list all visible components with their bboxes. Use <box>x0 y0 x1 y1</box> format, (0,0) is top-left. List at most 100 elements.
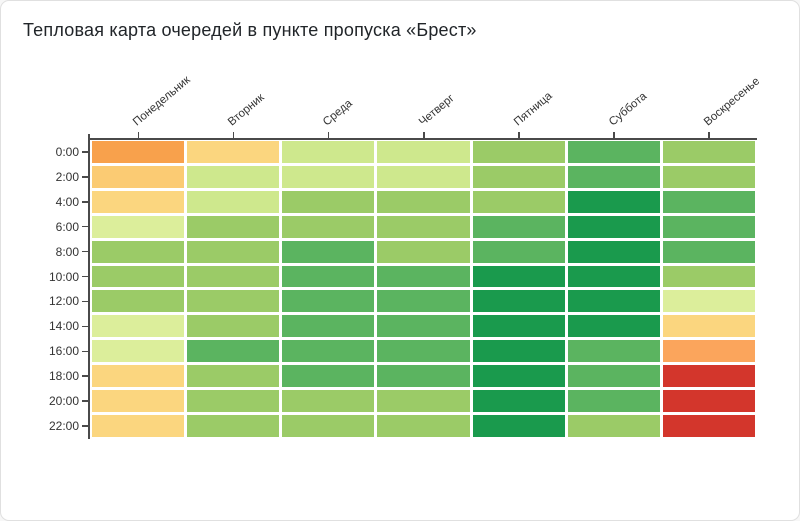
heatmap-cell[interactable] <box>472 240 565 263</box>
heatmap-cell[interactable] <box>662 215 755 238</box>
heatmap-cell[interactable] <box>377 165 470 188</box>
heatmap-cell[interactable] <box>187 141 280 163</box>
y-axis-tick <box>82 325 88 328</box>
heatmap-cell[interactable] <box>377 215 470 238</box>
heatmap-cell[interactable] <box>662 165 755 188</box>
heatmap-cell[interactable] <box>282 390 375 413</box>
heatmap-cell[interactable] <box>92 340 185 363</box>
heatmap-cell[interactable] <box>282 290 375 313</box>
heatmap-cell[interactable] <box>187 315 280 338</box>
heatmap-cell[interactable] <box>282 265 375 288</box>
heatmap-cell[interactable] <box>472 340 565 363</box>
heatmap-cell[interactable] <box>662 190 755 213</box>
heatmap-cell[interactable] <box>92 165 185 188</box>
x-axis-label: Воскресенье <box>701 75 763 129</box>
heatmap-cell[interactable] <box>187 365 280 388</box>
heatmap-cell[interactable] <box>662 290 755 313</box>
heatmap-cell[interactable] <box>472 415 565 437</box>
heatmap-cell[interactable] <box>92 290 185 313</box>
heatmap-cell[interactable] <box>567 340 660 363</box>
heatmap-cell[interactable] <box>92 240 185 263</box>
heatmap-cell[interactable] <box>92 315 185 338</box>
heatmap-cell[interactable] <box>567 265 660 288</box>
heatmap-cell[interactable] <box>567 190 660 213</box>
heatmap-cell[interactable] <box>662 340 755 363</box>
heatmap-cell[interactable] <box>567 415 660 437</box>
y-axis-label: 18:00 <box>48 369 79 384</box>
heatmap-cell[interactable] <box>377 290 470 313</box>
heatmap-cell[interactable] <box>662 365 755 388</box>
x-axis-tick <box>137 132 140 138</box>
y-axis-tick <box>82 250 88 253</box>
heatmap-cell[interactable] <box>567 365 660 388</box>
y-axis-label: 2:00 <box>55 169 79 184</box>
heatmap-cell[interactable] <box>377 340 470 363</box>
heatmap-cell[interactable] <box>662 415 755 437</box>
heatmap-cell[interactable] <box>472 290 565 313</box>
heatmap-cell[interactable] <box>282 240 375 263</box>
heatmap-cell[interactable] <box>472 141 565 163</box>
heatmap-cell[interactable] <box>187 240 280 263</box>
y-axis-tick <box>82 350 88 353</box>
heatmap-cell[interactable] <box>472 265 565 288</box>
y-axis-label: 20:00 <box>48 394 79 409</box>
heatmap-cell[interactable] <box>662 240 755 263</box>
heatmap-cell[interactable] <box>567 390 660 413</box>
heatmap-cell[interactable] <box>472 165 565 188</box>
heatmap-cell[interactable] <box>92 365 185 388</box>
heatmap-cell[interactable] <box>567 290 660 313</box>
heatmap-cell[interactable] <box>187 265 280 288</box>
heatmap-cell[interactable] <box>567 215 660 238</box>
heatmap-cell[interactable] <box>187 165 280 188</box>
heatmap-cell[interactable] <box>282 365 375 388</box>
heatmap-cell[interactable] <box>377 365 470 388</box>
heatmap-cell[interactable] <box>187 390 280 413</box>
heatmap-cell[interactable] <box>377 390 470 413</box>
heatmap-cell[interactable] <box>662 265 755 288</box>
heatmap-cell[interactable] <box>92 265 185 288</box>
heatmap-cell[interactable] <box>662 315 755 338</box>
heatmap-cell[interactable] <box>282 190 375 213</box>
heatmap-cell[interactable] <box>377 240 470 263</box>
y-axis-tick <box>82 300 88 303</box>
heatmap-cell[interactable] <box>662 390 755 413</box>
heatmap-cell[interactable] <box>187 290 280 313</box>
heatmap-cell[interactable] <box>662 141 755 163</box>
y-axis-label: 16:00 <box>48 344 79 359</box>
heatmap-cell[interactable] <box>92 215 185 238</box>
heatmap-cell[interactable] <box>282 340 375 363</box>
page-title: Тепловая карта очередей в пункте пропуск… <box>23 20 477 40</box>
heatmap-cell[interactable] <box>377 415 470 437</box>
heatmap-cell[interactable] <box>282 415 375 437</box>
heatmap-cell[interactable] <box>567 141 660 163</box>
heatmap-cell[interactable] <box>187 415 280 437</box>
heatmap-cell[interactable] <box>377 141 470 163</box>
heatmap-cell[interactable] <box>187 340 280 363</box>
heatmap-cell[interactable] <box>92 141 185 163</box>
heatmap-cell[interactable] <box>567 165 660 188</box>
y-axis-tick <box>82 151 88 153</box>
heatmap-cell[interactable] <box>567 240 660 263</box>
heatmap-cell[interactable] <box>282 315 375 338</box>
y-axis-tick <box>82 425 88 427</box>
heatmap-cell[interactable] <box>282 215 375 238</box>
heatmap-cell[interactable] <box>377 265 470 288</box>
heatmap-cell[interactable] <box>567 315 660 338</box>
heatmap-cell[interactable] <box>377 315 470 338</box>
heatmap-cell[interactable] <box>472 365 565 388</box>
heatmap-cell[interactable] <box>187 215 280 238</box>
heatmap-cell[interactable] <box>92 190 185 213</box>
heatmap-cell[interactable] <box>92 415 185 437</box>
y-axis-tick <box>82 275 88 278</box>
heatmap-cell[interactable] <box>472 390 565 413</box>
heatmap-cell[interactable] <box>472 190 565 213</box>
heatmap-cell[interactable] <box>92 390 185 413</box>
heatmap-cell[interactable] <box>187 190 280 213</box>
heatmap-cell[interactable] <box>472 315 565 338</box>
heatmap-cell[interactable] <box>282 141 375 163</box>
y-axis-tick <box>82 201 88 203</box>
y-axis-label: 10:00 <box>48 269 79 284</box>
heatmap-cell[interactable] <box>472 215 565 238</box>
heatmap-cell[interactable] <box>377 190 470 213</box>
heatmap-cell[interactable] <box>282 165 375 188</box>
